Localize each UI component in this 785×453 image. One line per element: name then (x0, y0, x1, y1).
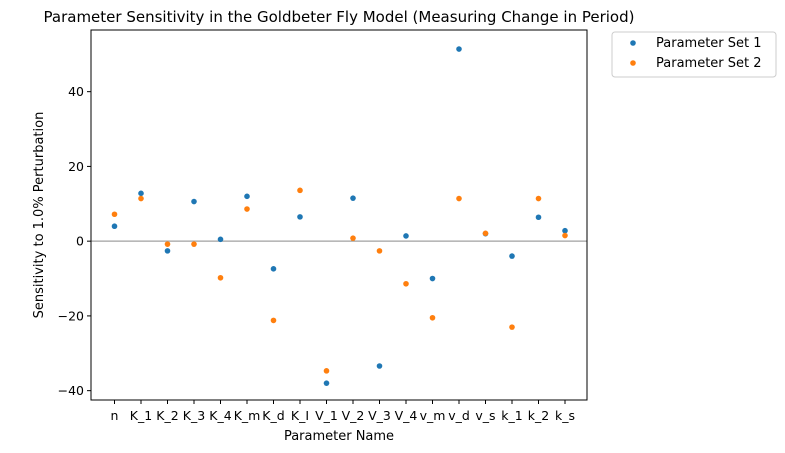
x-tick-label: k_2 (528, 408, 549, 423)
x-tick-label: v_m (420, 408, 446, 423)
data-point-set-2 (323, 368, 330, 374)
data-point-set-1 (244, 193, 250, 200)
data-point-set-1 (509, 253, 515, 259)
x-tick-label: K_I (291, 408, 309, 423)
data-point-set-2 (270, 317, 277, 324)
x-tick-label: K_4 (209, 408, 231, 423)
x-tick-label: V_4 (395, 408, 418, 423)
data-point-set-2 (429, 314, 436, 321)
x-tick-label: V_3 (368, 408, 391, 423)
data-point-set-2 (509, 324, 515, 330)
data-point-set-2 (456, 195, 462, 202)
data-point-set-2 (535, 195, 542, 202)
legend-marker-parameter-set-1 (630, 40, 636, 46)
data-point-set-1 (562, 227, 568, 234)
data-point-set-2 (138, 195, 144, 202)
data-point-set-1 (191, 198, 197, 205)
x-tick-label: V_2 (342, 408, 365, 423)
legend-label-parameter-set-2: Parameter Set 2 (656, 56, 762, 71)
data-point-set-2 (244, 206, 250, 212)
plot-area (90, 29, 588, 401)
y-tick-label: −40 (58, 383, 84, 398)
x-tick-label: k_1 (501, 408, 522, 423)
x-tick-label: K_2 (156, 408, 178, 423)
x-tick-label: V_1 (315, 408, 338, 423)
legend: Parameter Set 1 Parameter Set 2 (611, 31, 777, 78)
x-tick-label: K_m (234, 408, 261, 423)
data-point-set-2 (403, 280, 409, 287)
legend-label-parameter-set-1: Parameter Set 1 (656, 36, 762, 51)
y-axis: −40 −20 0 20 40 (58, 84, 91, 398)
data-point-set-1 (535, 214, 542, 221)
y-tick-label: 0 (76, 234, 84, 249)
y-tick-label: 20 (68, 159, 84, 174)
chart-title: Parameter Sensitivity in the Goldbeter F… (44, 8, 635, 26)
legend-box (611, 31, 777, 78)
plot-frame (90, 29, 588, 401)
x-tick-label: v_d (448, 408, 470, 423)
data-point-set-2 (376, 248, 383, 254)
x-tick-label: k_s (555, 408, 575, 423)
data-point-set-1 (429, 275, 436, 282)
data-point-set-1 (164, 248, 171, 254)
x-tick-label: v_s (475, 408, 495, 423)
data-point-set-2 (350, 235, 356, 241)
data-point-set-1 (376, 363, 383, 369)
data-point-set-1 (270, 266, 277, 272)
x-tick-label: K_1 (130, 408, 152, 423)
data-point-set-1 (456, 46, 462, 52)
data-point-set-2 (191, 241, 197, 247)
data-point-set-2 (482, 230, 489, 237)
x-tick-label: n (111, 408, 119, 423)
data-point-set-2 (297, 187, 303, 194)
data-point-set-1 (323, 380, 330, 386)
data-point-set-1 (350, 195, 356, 201)
data-points (111, 46, 568, 386)
x-tick-label: K_d (262, 408, 284, 423)
data-point-set-2 (217, 274, 224, 281)
legend-marker-parameter-set-2 (630, 60, 636, 66)
data-point-set-1 (138, 190, 144, 197)
y-tick-label: −20 (58, 308, 84, 323)
y-axis-label: Sensitivity to 1.0% Perturbation (32, 112, 47, 319)
data-point-set-1 (217, 236, 224, 243)
data-point-set-1 (403, 233, 409, 239)
x-axis-label: Parameter Name (284, 429, 394, 444)
x-axis: n K_1 K_2 K_3 K_4 K_m K_d K_I V_1 V_2 V_3 V_4 v_m v_d… (111, 400, 575, 423)
data-point-set-2 (562, 232, 568, 239)
data-point-set-1 (297, 214, 303, 220)
data-point-set-2 (111, 211, 118, 218)
x-tick-label: K_3 (183, 408, 205, 423)
data-point-set-1 (111, 223, 118, 230)
y-tick-label: 40 (68, 84, 84, 99)
data-point-set-2 (164, 241, 171, 247)
